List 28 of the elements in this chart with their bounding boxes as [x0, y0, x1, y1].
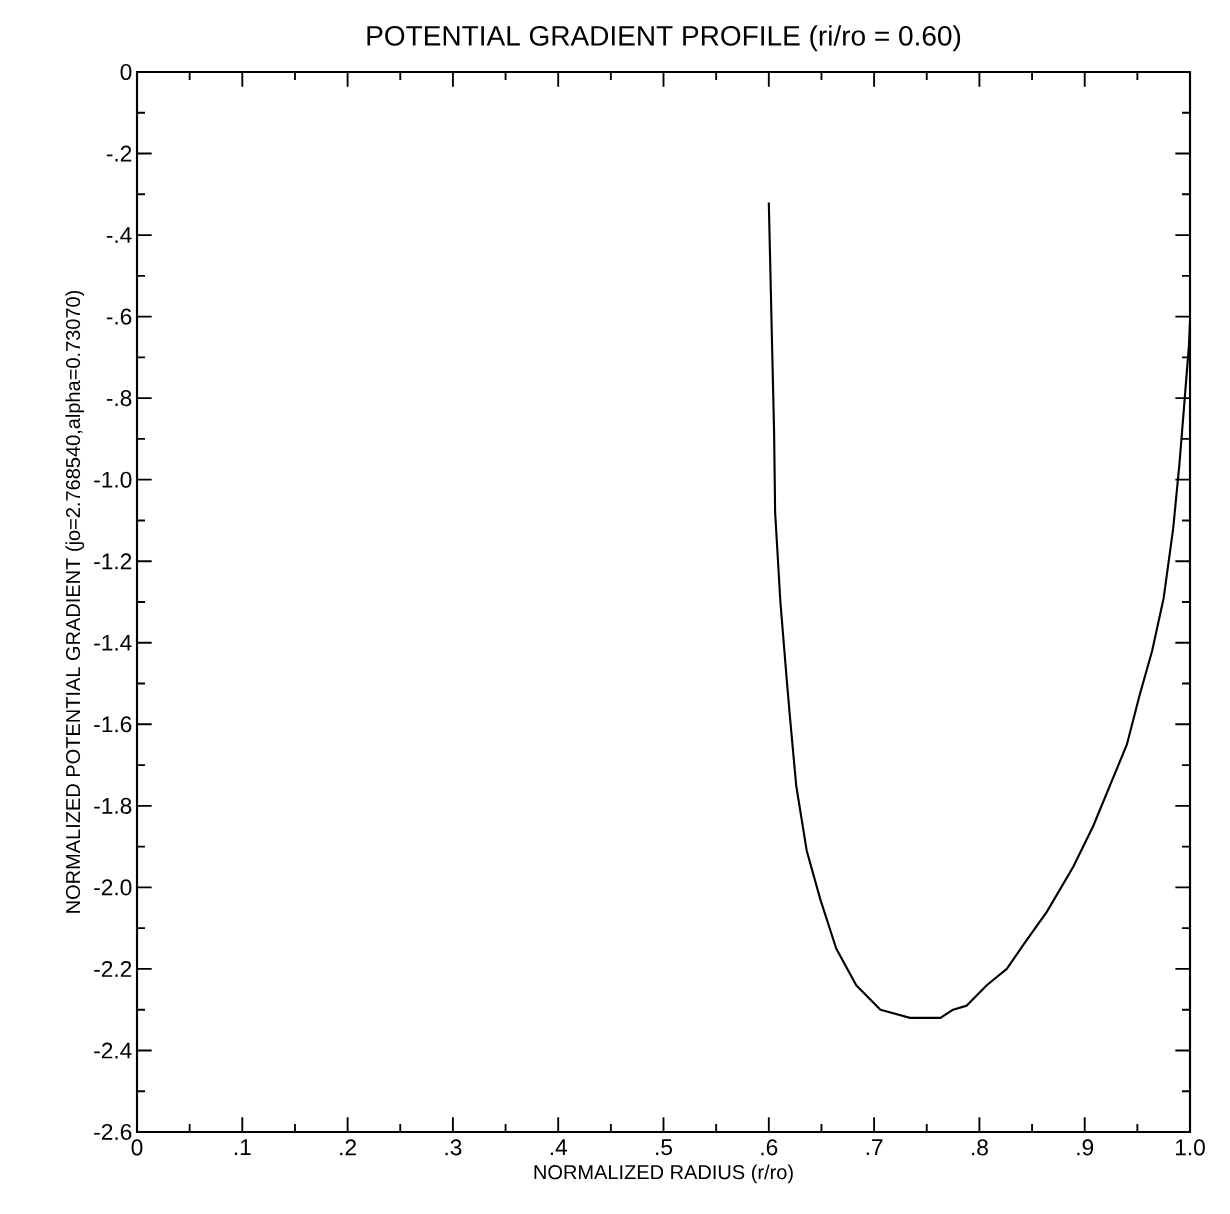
x-axis-title: NORMALIZED RADIUS (r/ro)	[534, 1164, 793, 1184]
chart-title: POTENTIAL GRADIENT PROFILE (ri/ro = 0.60)	[367, 25, 961, 52]
y-tick-label: -.6	[106, 308, 132, 325]
x-tick-label: .9	[1077, 1139, 1094, 1156]
y-axis-title: NORMALIZED POTENTIAL GRADIENT (jo=2.768540,alpha=0.73070)	[65, 290, 85, 913]
y-tick-label: -1.4	[94, 634, 132, 651]
x-tick-label: .2	[340, 1139, 356, 1156]
x-tick-label: .7	[866, 1139, 883, 1155]
y-tick-label: -1.6	[94, 716, 132, 733]
x-tick-label: .5	[656, 1139, 673, 1156]
x-tick-label: .4	[550, 1139, 567, 1155]
y-tick-label: -.4	[106, 227, 132, 243]
y-tick-label: -.2	[106, 145, 132, 162]
y-tick-label: -2.4	[94, 1042, 132, 1059]
x-tick-label: .8	[972, 1139, 988, 1156]
x-tick-label: .1	[234, 1139, 251, 1155]
x-tick-label: 1.0	[1175, 1139, 1205, 1156]
x-tick-label: .3	[445, 1139, 462, 1156]
y-tick-label: -1.8	[94, 797, 132, 814]
y-tick-label: -2.6	[94, 1123, 132, 1141]
x-tick-label: .6	[761, 1139, 778, 1156]
y-tick-label: 0	[120, 63, 132, 81]
y-tick-label: -1.0	[94, 471, 132, 488]
y-tick-label: -.8	[106, 390, 132, 407]
y-tick-label: -2.0	[94, 879, 132, 896]
x-tick-label: 0	[131, 1139, 143, 1156]
y-tick-label: -2.2	[94, 961, 132, 977]
y-tick-label: -1.2	[94, 553, 132, 570]
